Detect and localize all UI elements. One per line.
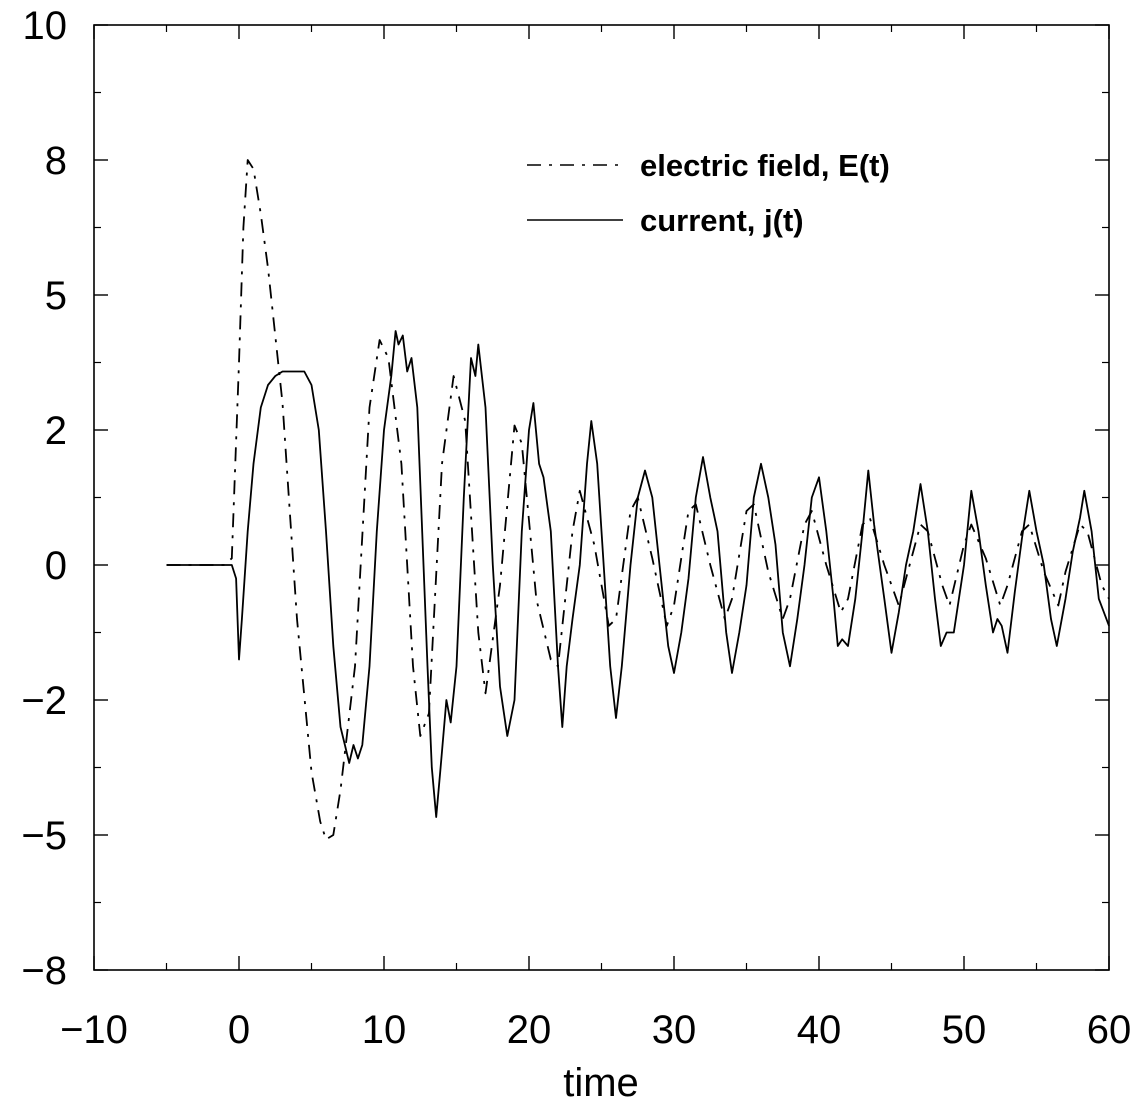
- y-tick-label: 10: [23, 4, 68, 48]
- x-tick-label: 40: [797, 1008, 842, 1052]
- series-lines: [166, 159, 1110, 841]
- y-tick-label: 2: [45, 409, 67, 453]
- legend-label-electric-field: electric field, E(t): [640, 148, 890, 183]
- series-line-current: [166, 330, 1110, 818]
- legend: electric field, E(t) current, j(t): [527, 148, 890, 238]
- y-tick-labels: −8 −5 −2 0 2 5 8 10: [21, 4, 67, 993]
- plot-frame: [93, 24, 1110, 971]
- legend-label-current: current, j(t): [640, 203, 804, 238]
- ticks: [93, 24, 1110, 971]
- y-tick-label: 5: [45, 274, 67, 318]
- x-axis-title: time: [563, 1061, 639, 1105]
- x-tick-label: −10: [60, 1008, 128, 1052]
- x-tick-label: 60: [1087, 1008, 1132, 1052]
- x-tick-label: 20: [507, 1008, 552, 1052]
- y-tick-label: 0: [45, 544, 67, 588]
- y-tick-label: 8: [45, 139, 67, 183]
- y-tick-label: −8: [21, 949, 67, 993]
- x-tick-label: 30: [652, 1008, 697, 1052]
- x-tick-label: 50: [942, 1008, 987, 1052]
- x-tick-label: 10: [362, 1008, 407, 1052]
- y-tick-label: −5: [21, 814, 67, 858]
- x-tick-label: 0: [228, 1008, 250, 1052]
- y-tick-label: −2: [21, 679, 67, 723]
- x-tick-labels: −10 0 10 20 30 40 50 60: [60, 1008, 1131, 1052]
